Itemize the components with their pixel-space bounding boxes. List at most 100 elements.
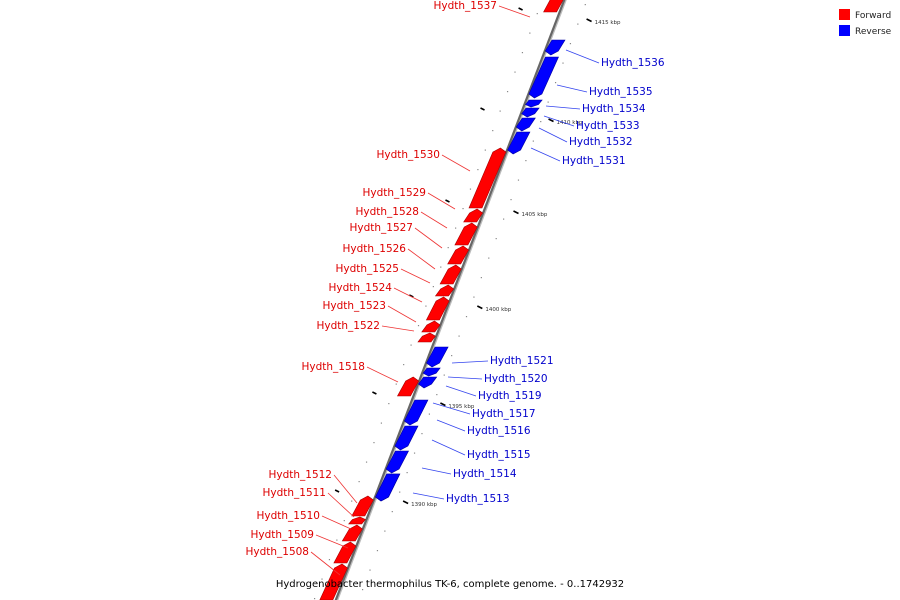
label-leader [498, 5, 531, 18]
gene-arrow-hydth-1527[interactable] [447, 245, 469, 265]
minor-tick-left [358, 481, 360, 483]
gene-label[interactable]: Hydth_1522 [316, 320, 380, 332]
gene-label[interactable]: Hydth_1527 [349, 222, 413, 234]
minor-tick-right [510, 199, 512, 201]
gene-arrow-hydth-1523[interactable] [421, 320, 441, 333]
gene-label[interactable]: Hydth_1526 [342, 243, 406, 255]
kbp-tick-left [408, 294, 414, 298]
label-leader [387, 305, 417, 323]
minor-tick-left [529, 32, 531, 34]
gene-label[interactable]: Hydth_1510 [256, 510, 320, 522]
gene-label[interactable]: Hydth_1534 [582, 103, 646, 115]
gene-arrow-hydth-1535[interactable] [528, 56, 559, 99]
gene-arrow-hydth-1537[interactable] [543, 0, 566, 13]
minor-tick-right [517, 179, 520, 181]
minor-tick-left [410, 344, 412, 346]
gene-arrow-hydth-1528[interactable] [454, 222, 478, 246]
gene-arrow-hydth-1532[interactable] [515, 117, 536, 132]
gene-label[interactable]: Hydth_1533 [576, 120, 640, 132]
gene-arrow-hydth-1521[interactable] [426, 346, 449, 368]
gene-label[interactable]: Hydth_1508 [245, 546, 309, 558]
kbp-tick [440, 402, 446, 407]
gene-label[interactable]: Hydth_1516 [467, 425, 531, 437]
gene-label[interactable]: Hydth_1525 [335, 263, 399, 275]
gene-arrow-hydth-1513[interactable] [375, 473, 401, 502]
label-leader [543, 115, 575, 127]
gene-label[interactable]: Hydth_1530 [376, 149, 440, 161]
label-leader [315, 534, 349, 549]
gene-arrow-hydth-1511[interactable] [348, 516, 366, 525]
gene-label[interactable]: Hydth_1517 [472, 408, 536, 420]
label-leader [407, 248, 436, 270]
label-leader [400, 268, 431, 284]
minor-tick-left [395, 383, 397, 385]
gene-label[interactable]: Hydth_1509 [250, 529, 314, 541]
kbp-label: 1395 kbp [448, 404, 474, 410]
minor-ticks [313, 4, 586, 600]
gene-label[interactable]: Hydth_1518 [301, 361, 365, 373]
gene-arrow-hydth-1530[interactable] [468, 147, 507, 209]
gene-arrow-hydth-1529[interactable] [463, 208, 484, 223]
gene-label[interactable]: Hydth_1536 [601, 57, 665, 69]
kbp-tick-left [480, 107, 485, 111]
gene-arrow-hydth-1515[interactable] [385, 450, 409, 474]
gene-label[interactable]: Hydth_1531 [562, 155, 626, 167]
gene-arrow-hydth-1534[interactable] [525, 99, 543, 108]
gene-label[interactable]: Hydth_1520 [484, 373, 548, 385]
gene-label[interactable]: Hydth_1511 [262, 487, 326, 499]
minor-tick-left [343, 520, 345, 522]
minor-tick-right [495, 238, 497, 240]
gene-arrow-hydth-1531[interactable] [507, 131, 531, 155]
gene-arrow-hydth-1526[interactable] [439, 264, 462, 285]
gene-label[interactable]: Hydth_1521 [490, 355, 554, 367]
gene-arrow-hydth-1536[interactable] [544, 39, 566, 56]
gene-label[interactable]: Hydth_1523 [322, 300, 386, 312]
gene-arrow-hydth-1522[interactable] [417, 332, 436, 343]
gene-labels: Hydth_1537 Hydth_1536 Hydth_1535 Hydth_1534… [245, 0, 664, 558]
gene-label[interactable]: Hydth_1524 [328, 282, 392, 294]
gene-arrow-hydth-1518[interactable] [396, 376, 420, 397]
minor-tick-left [455, 227, 457, 229]
kbp-tick [402, 500, 409, 505]
gene-arrow-hydth-1517[interactable] [404, 399, 429, 426]
gene-label[interactable]: Hydth_1515 [467, 449, 531, 461]
minor-tick-left [440, 266, 442, 268]
gene-arrow-hydth-1510[interactable] [341, 524, 363, 542]
minor-tick-left [321, 578, 323, 580]
gene-label[interactable]: Hydth_1513 [446, 493, 510, 505]
minor-tick-left [313, 598, 316, 600]
gene-label[interactable]: Hydth_1535 [589, 86, 653, 98]
minor-tick-right [480, 277, 482, 279]
gene-arrow-hydth-1533[interactable] [521, 107, 540, 118]
gene-label[interactable]: Hydth_1537 [433, 0, 497, 12]
gene-label[interactable]: Hydth_1529 [362, 187, 426, 199]
gene-arrow-hydth-1519[interactable] [418, 376, 438, 389]
minor-tick-left [403, 364, 405, 366]
minor-tick-right [436, 394, 438, 396]
gene-arrow-hydth-1525[interactable] [434, 284, 455, 297]
gene-label[interactable]: Hydth_1519 [478, 390, 542, 402]
minor-tick-right [421, 433, 423, 435]
minor-tick-left [462, 208, 464, 210]
label-leader [321, 515, 352, 530]
gene-arrow-hydth-1524[interactable] [425, 296, 450, 321]
minor-tick-right [577, 23, 579, 25]
gene-arrow-hydth-1512[interactable] [351, 495, 374, 517]
minor-tick-right [488, 257, 490, 259]
gene-arrow-hydth-1516[interactable] [394, 425, 419, 451]
genes [319, 0, 566, 600]
gene-arrow-hydth-1520[interactable] [422, 367, 441, 377]
minor-tick-left [336, 539, 338, 541]
gene-arrow-hydth-1509[interactable] [333, 541, 357, 564]
minor-tick-right [428, 413, 430, 415]
kbp-tick [548, 118, 554, 123]
legend: Forward Reverse [839, 9, 892, 37]
label-leader [366, 366, 399, 383]
minor-tick-left [514, 71, 516, 73]
gene-label[interactable]: Hydth_1514 [453, 468, 517, 480]
gene-arrow-hydth-1508[interactable] [319, 563, 348, 600]
gene-label[interactable]: Hydth_1528 [355, 206, 419, 218]
gene-label[interactable]: Hydth_1532 [569, 136, 633, 148]
gene-label[interactable]: Hydth_1512 [268, 469, 332, 481]
